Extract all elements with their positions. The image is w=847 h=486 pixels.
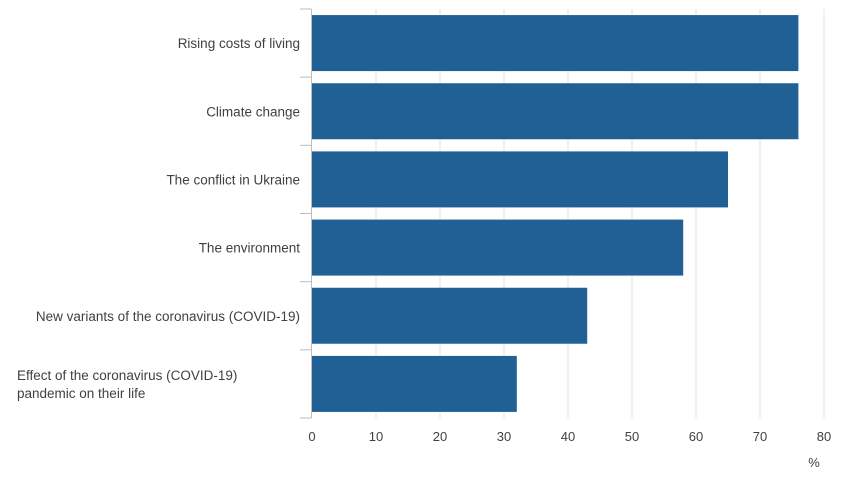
bar xyxy=(312,83,799,140)
x-tick-label: 40 xyxy=(561,429,575,444)
bars xyxy=(312,15,799,412)
x-axis-label: % xyxy=(808,455,820,470)
category-label: The environment xyxy=(199,241,301,256)
bar xyxy=(312,219,684,276)
bar xyxy=(312,355,517,412)
x-tick-label: 10 xyxy=(369,429,383,444)
x-tick-label: 20 xyxy=(433,429,447,444)
y-axis xyxy=(300,8,312,419)
x-tick-label: 30 xyxy=(497,429,511,444)
bar xyxy=(312,15,799,72)
category-label: Rising costs of living xyxy=(178,36,300,51)
category-label: Climate change xyxy=(206,104,300,119)
x-tick-label: 70 xyxy=(753,429,767,444)
category-label: New variants of the coronavirus (COVID-1… xyxy=(36,309,300,324)
bar xyxy=(312,151,728,208)
x-tick-label: 60 xyxy=(689,429,703,444)
category-label: The conflict in Ukraine xyxy=(166,172,300,187)
gridlines xyxy=(375,9,825,418)
bar xyxy=(312,287,588,344)
category-labels: Rising costs of living Climate change The … xyxy=(17,36,300,401)
x-tick-label: 0 xyxy=(308,429,315,444)
x-tick-label: 80 xyxy=(817,429,831,444)
category-label: Effect of the coronavirus (COVID-19) xyxy=(17,368,237,383)
x-tick-label: 50 xyxy=(625,429,639,444)
category-label: pandemic on their life xyxy=(17,386,145,401)
x-axis-ticks: 0 10 20 30 40 50 60 70 80 xyxy=(308,429,831,444)
